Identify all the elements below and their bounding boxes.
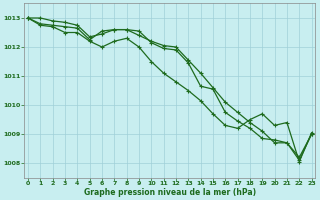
- X-axis label: Graphe pression niveau de la mer (hPa): Graphe pression niveau de la mer (hPa): [84, 188, 256, 197]
